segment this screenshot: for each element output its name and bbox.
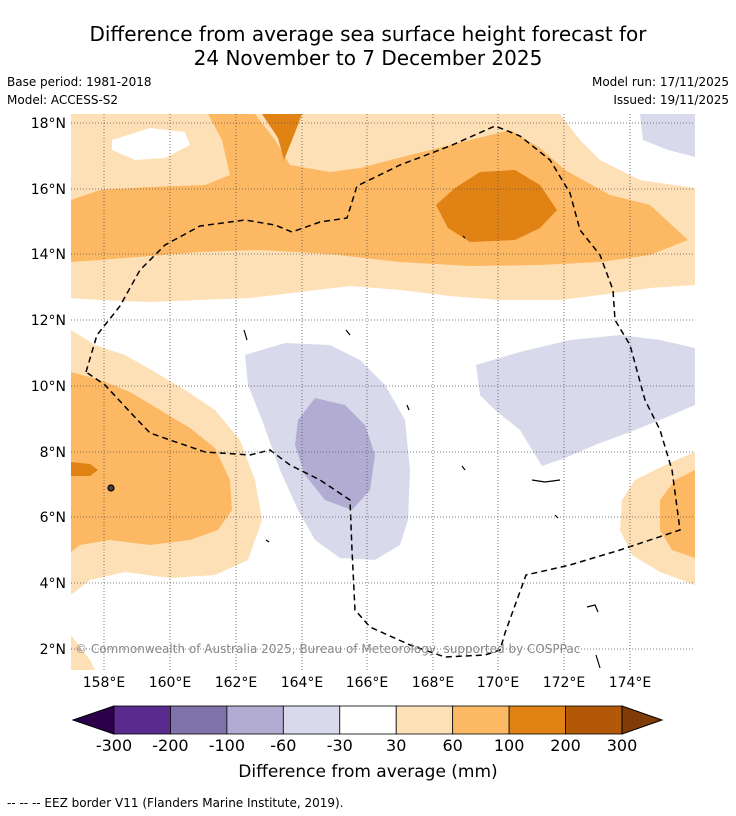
lon-tick-labels: 158°E 160°E 162°E 164°E 166°E 168°E 170°… bbox=[83, 675, 652, 691]
colorbar-tick-label: -60 bbox=[270, 736, 296, 755]
colorbar-tick-labels: -300 -200 -100 -60 -30 30 60 100 200 300 bbox=[96, 736, 637, 755]
map-field: © Commonwealth of Australia 2025, Bureau… bbox=[71, 114, 695, 670]
colorbar-tick-label: 300 bbox=[607, 736, 638, 755]
contour-north-hole-right bbox=[345, 114, 695, 188]
map-title: Difference from average sea surface heig… bbox=[0, 22, 736, 70]
copyright-text: © Commonwealth of Australia 2025, Bureau… bbox=[75, 642, 580, 656]
lat-tick: 18°N bbox=[31, 116, 66, 132]
colorbar-bin bbox=[565, 705, 623, 735]
lat-tick: 6°N bbox=[40, 510, 66, 526]
lat-tick: 8°N bbox=[40, 445, 66, 461]
colorbar-bins bbox=[113, 705, 623, 735]
colorbar-tick-label: 200 bbox=[550, 736, 581, 755]
lon-tick: 172°E bbox=[543, 675, 586, 691]
lon-tick: 162°E bbox=[215, 675, 258, 691]
title-line-2: 24 November to 7 December 2025 bbox=[193, 46, 543, 70]
lat-tick: 2°N bbox=[40, 642, 66, 658]
colorbar-bin bbox=[282, 705, 341, 735]
contour-ne-negative bbox=[640, 114, 695, 157]
colorbar-tick-label: 60 bbox=[442, 736, 462, 755]
meta-left: Base period: 1981-2018 Model: ACCESS-S2 bbox=[7, 73, 152, 109]
model-name: Model: ACCESS-S2 bbox=[7, 93, 119, 107]
contour-east-neg30 bbox=[476, 335, 695, 466]
lon-tick: 168°E bbox=[412, 675, 455, 691]
lat-tick: 16°N bbox=[31, 182, 66, 198]
colorbar-tick-label: -200 bbox=[152, 736, 188, 755]
lat-tick: 14°N bbox=[31, 247, 66, 263]
contour-central-neg60 bbox=[295, 398, 375, 510]
colorbar-bin bbox=[508, 705, 566, 735]
colorbar-under-arrow bbox=[71, 705, 115, 735]
colorbar-label: Difference from average (mm) bbox=[238, 762, 498, 782]
colorbar-bin bbox=[395, 705, 454, 735]
colorbar-tick-label: 100 bbox=[494, 736, 525, 755]
lat-tick: 12°N bbox=[31, 313, 66, 329]
lon-tick: 158°E bbox=[83, 675, 126, 691]
contour-north-hole bbox=[112, 128, 190, 160]
graticule bbox=[71, 114, 695, 670]
model-run: Model run: 17/11/2025 bbox=[591, 75, 729, 89]
lon-tick: 170°E bbox=[477, 675, 520, 691]
colorbar-bin bbox=[452, 705, 510, 735]
lat-tick-labels: 18°N 16°N 14°N 12°N 10°N 8°N 6°N 4°N 2°N bbox=[31, 116, 66, 658]
colorbar-bin bbox=[113, 705, 171, 735]
meta-right: Model run: 17/11/2025 Issued: 19/11/2025 bbox=[592, 73, 729, 109]
contour-west-100 bbox=[71, 462, 98, 476]
lon-tick: 160°E bbox=[149, 675, 192, 691]
colorbar-over-arrow bbox=[621, 705, 664, 735]
eez-footnote: -- -- -- EEZ border V11 (Flanders Marine… bbox=[7, 796, 344, 810]
colorbar-bin bbox=[339, 705, 397, 735]
issued-date: Issued: 19/11/2025 bbox=[613, 93, 729, 107]
eez-border bbox=[85, 125, 681, 658]
island-outlines bbox=[107, 235, 601, 669]
base-period: Base period: 1981-2018 bbox=[7, 75, 152, 89]
contour-west-60 bbox=[71, 372, 232, 552]
colorbar-bin bbox=[226, 705, 284, 735]
contour-north-100-east bbox=[436, 170, 557, 242]
colorbar-tick-label: 30 bbox=[386, 736, 406, 755]
title-line-1: Difference from average sea surface heig… bbox=[89, 22, 647, 46]
colorbar: -300 -200 -100 -60 -30 30 60 100 200 300 bbox=[71, 705, 664, 755]
contour-southwest-30 bbox=[71, 635, 95, 670]
colorbar-bin bbox=[170, 705, 228, 735]
lon-tick: 164°E bbox=[281, 675, 324, 691]
colorbar-tick-label: -300 bbox=[96, 736, 132, 755]
lon-tick: 166°E bbox=[346, 675, 389, 691]
lat-tick: 10°N bbox=[31, 379, 66, 395]
colorbar-tick-label: -100 bbox=[209, 736, 245, 755]
lat-tick: 4°N bbox=[40, 576, 66, 592]
lon-tick: 174°E bbox=[609, 675, 652, 691]
colorbar-tick-label: -30 bbox=[327, 736, 353, 755]
contour-north-100 bbox=[262, 114, 302, 160]
